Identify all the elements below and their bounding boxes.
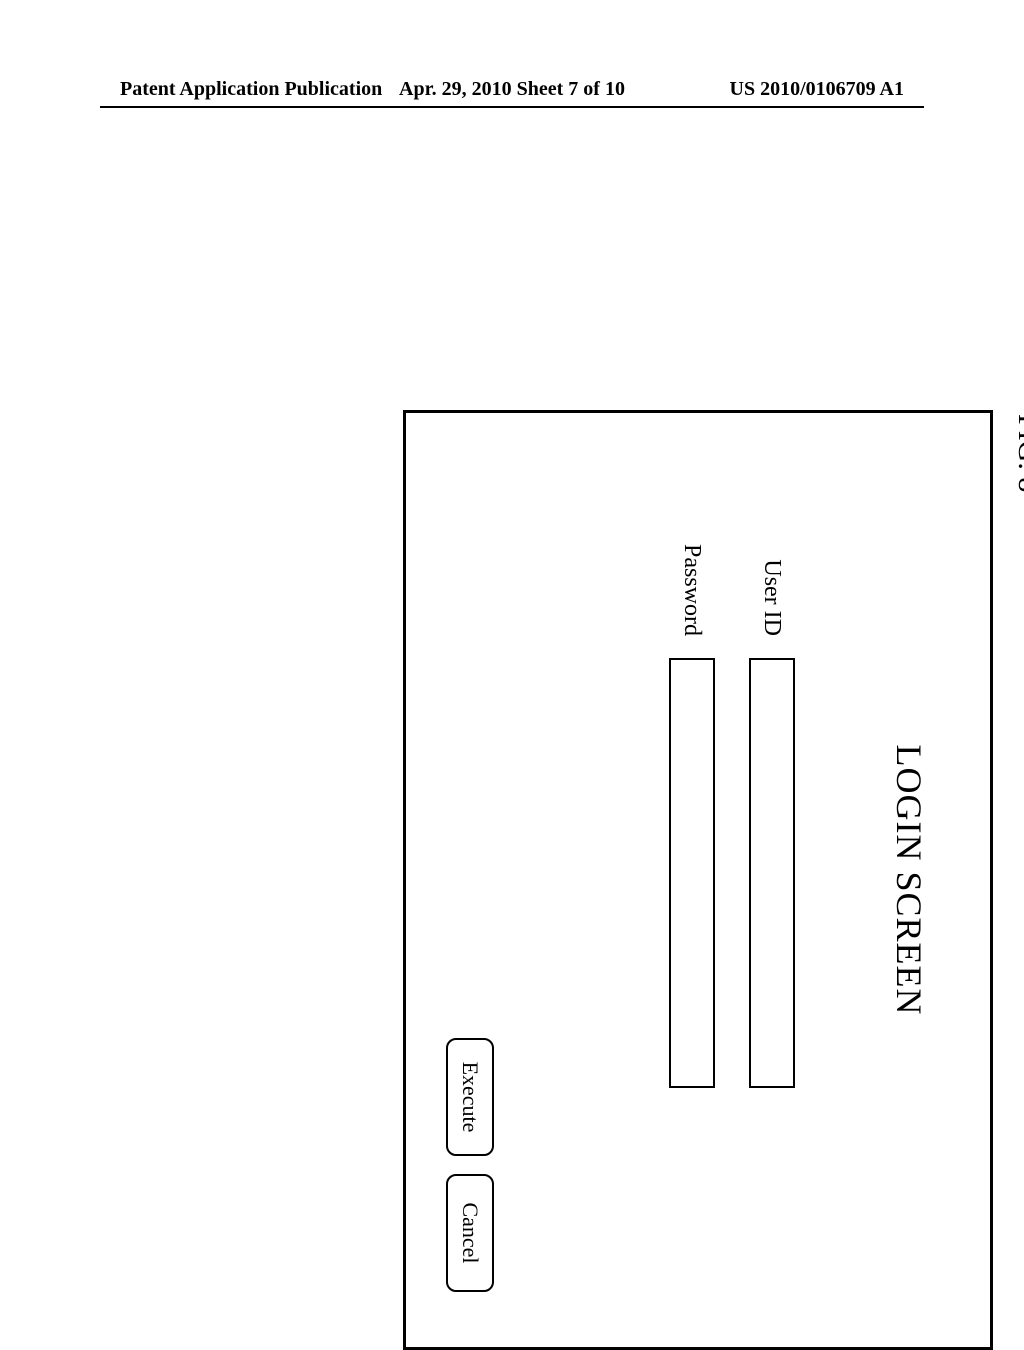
password-input[interactable]	[669, 658, 715, 1088]
button-row: Execute Cancel	[446, 1038, 494, 1292]
header-center: Apr. 29, 2010 Sheet 7 of 10	[399, 78, 625, 101]
figure-caption: FIG. 8	[1011, 414, 1024, 1210]
patent-page: Patent Application Publication Apr. 29, …	[0, 0, 1024, 1320]
user-id-input[interactable]	[749, 658, 795, 1088]
user-id-label: User ID	[759, 513, 786, 658]
user-id-row: User ID	[749, 513, 795, 1088]
header-left: Patent Application Publication	[120, 78, 382, 101]
page-header: Patent Application Publication Apr. 29, …	[0, 78, 1024, 101]
execute-button[interactable]: Execute	[446, 1038, 494, 1156]
password-label: Password	[679, 513, 706, 658]
header-rule	[100, 106, 924, 108]
login-title: LOGIN SCREEN	[888, 413, 930, 1347]
header-right: US 2010/0106709 A1	[730, 78, 904, 101]
password-row: Password	[669, 513, 715, 1088]
login-screen-frame: LOGIN SCREEN User ID Password Execute Ca…	[403, 410, 993, 1350]
figure-8: FIG. 8 LOGIN SCREEN User ID Password Exe…	[0, 410, 1024, 1210]
cancel-button[interactable]: Cancel	[446, 1174, 494, 1292]
